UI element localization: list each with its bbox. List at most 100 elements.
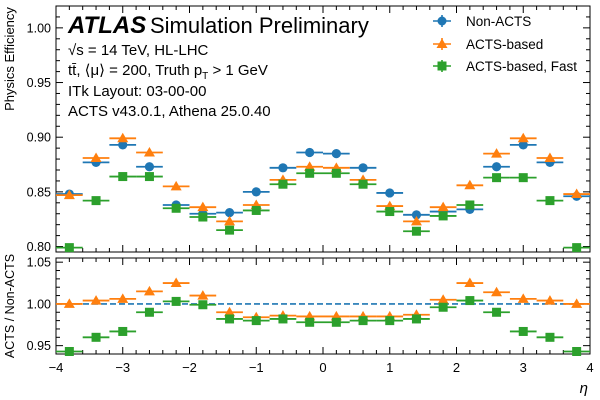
top-acts-based-fast-marker-square: [331, 168, 341, 178]
top-acts-based-fast-marker-square: [144, 172, 154, 182]
ratio-acts-based-fast-marker-square: [91, 332, 101, 342]
x-tick-label: 3: [520, 360, 527, 375]
ratio-acts-based-marker-triangle: [170, 277, 182, 288]
top-non-acts-marker-circle: [491, 162, 502, 172]
legend-marker-circle: [437, 16, 447, 26]
x-tick-label: 2: [453, 360, 460, 375]
sample-label-sub: T: [202, 71, 208, 82]
energy-label: √s = 14 TeV, HL-LHC: [68, 42, 209, 59]
top-non-acts-marker-circle: [224, 208, 235, 218]
legend-entry-acts-based: ACTS-based: [433, 37, 543, 52]
top-acts-based-marker-triangle: [517, 132, 529, 143]
top-y-tick-label: 0.85: [27, 185, 51, 199]
top-acts-based-fast-marker-square: [64, 243, 74, 253]
top-acts-based-fast-marker-square: [91, 196, 101, 206]
legend-entry-non-acts: Non-ACTS: [433, 14, 531, 29]
ratio-ylabel: ACTS / Non-ACTS: [3, 254, 17, 358]
ratio-acts-based-marker-triangle: [197, 290, 209, 300]
ratio-acts-based-fast-marker-square: [385, 316, 395, 326]
top-y-tick-label: 0.90: [27, 131, 51, 145]
ratio-acts-based-marker-triangle: [544, 295, 556, 305]
sample-label: tt̄, ⟨μ⟩ = 200, Truth pT > 1 GeV: [68, 62, 268, 82]
top-acts-based-marker-triangle: [90, 152, 102, 162]
top-panel-ticks: 0.80 0.85 0.90 0.95 1.00: [27, 5, 591, 254]
top-acts-based-marker-triangle: [143, 147, 155, 157]
top-y-tick-label: 0.80: [27, 240, 51, 254]
software-label: ACTS v43.0.1, Athena 25.0.40: [68, 103, 271, 120]
ratio-acts-based-marker-triangle: [517, 293, 529, 303]
ratio-acts-based-marker-triangle: [90, 295, 102, 305]
ratio-acts-based-fast-marker-square: [198, 300, 208, 310]
top-acts-based-fast-marker-square: [411, 226, 421, 236]
ratio-acts-based-fast-marker-square: [465, 296, 475, 306]
top-acts-based-marker-triangle: [437, 201, 449, 212]
top-acts-based-fast-marker-square: [465, 200, 475, 210]
ratio-acts-based-fast-marker-square: [438, 302, 448, 312]
x-tick-label: −1: [249, 360, 264, 375]
ratio-acts-based-marker-triangle: [571, 298, 583, 308]
legend-marker-triangle: [436, 38, 448, 48]
legend-label-acts-fast: ACTS-based, Fast: [466, 59, 577, 74]
ratio-panel-frame: [55, 257, 591, 355]
top-y-tick-label: 0.95: [27, 76, 51, 90]
top-y-tick-label: 1.00: [27, 21, 51, 35]
ratio-acts-based-marker-triangle: [117, 293, 129, 303]
ratio-y-tick-label: 1.05: [27, 256, 51, 270]
ratio-acts-based-fast-marker-square: [144, 307, 154, 317]
top-acts-based-marker-triangle: [544, 152, 556, 162]
ratio-acts-based-marker-triangle: [491, 286, 503, 297]
top-ylabel: Physics Efficiency: [2, 7, 17, 111]
ratio-acts-based-fast-marker-square: [305, 317, 315, 327]
ratio-acts-based-fast-marker-square: [278, 314, 288, 324]
x-axis-label: η: [580, 380, 588, 397]
ratio-acts-based-fast-marker-square: [118, 326, 128, 336]
top-acts-based-fast-marker-square: [385, 207, 395, 217]
top-acts-based-fast-marker-square: [572, 243, 582, 253]
sample-label-cut: > 1 GeV: [208, 62, 268, 79]
top-non-acts-marker-circle: [118, 140, 128, 150]
top-acts-based-marker-triangle: [170, 180, 182, 191]
ratio-acts-based-fast-marker-square: [225, 314, 235, 324]
x-tick-label: −3: [115, 360, 130, 375]
legend-label-acts-based: ACTS-based: [466, 37, 543, 52]
top-acts-based-marker-triangle: [63, 189, 75, 200]
top-non-acts-marker-circle: [251, 187, 261, 197]
ratio-acts-based-fast-marker-square: [251, 316, 261, 326]
top-acts-based-marker-triangle: [117, 132, 129, 143]
top-acts-based-fast-marker-square: [278, 179, 288, 189]
top-acts-based-fast-marker-square: [518, 173, 528, 183]
top-non-acts-marker-circle: [385, 188, 395, 198]
top-panel-marks: [56, 132, 590, 253]
x-tick-label: 0: [319, 360, 326, 375]
top-acts-based-marker-triangle: [224, 215, 236, 226]
top-acts-based-fast-marker-square: [492, 173, 502, 183]
top-acts-based-fast-marker-square: [358, 179, 368, 189]
top-non-acts-marker-circle: [144, 162, 155, 172]
x-tick-label: −4: [49, 360, 64, 375]
ratio-acts-based-marker-triangle: [63, 298, 75, 308]
legend-marker-square: [437, 61, 447, 71]
top-acts-based-marker-triangle: [464, 179, 476, 190]
x-tick-label: 1: [386, 360, 393, 375]
top-acts-based-marker-triangle: [571, 188, 583, 199]
top-acts-based-marker-triangle: [410, 215, 422, 226]
ratio-acts-based-fast-marker-square: [331, 317, 341, 327]
ratio-acts-based-fast-marker-square: [492, 307, 502, 317]
x-tick-label: −2: [182, 360, 197, 375]
ratio-acts-based-fast-marker-square: [171, 296, 181, 306]
top-acts-based-marker-triangle: [491, 148, 503, 158]
top-acts-based-fast-marker-square: [438, 211, 448, 221]
sample-label-main: tt̄, ⟨μ⟩ = 200, Truth p: [68, 62, 202, 79]
top-acts-based-fast-marker-square: [251, 205, 261, 215]
top-acts-based-marker-triangle: [304, 161, 316, 171]
ratio-panel-ticks: −4 −3 −2 −1 0 1 2 3 4 0.95 1.00 1.05: [27, 256, 594, 375]
legend: Non-ACTS ACTS-based ACTS-based, Fast: [433, 14, 577, 74]
ratio-acts-based-fast-marker-square: [358, 316, 368, 326]
legend-label-non-acts: Non-ACTS: [466, 14, 531, 29]
ratio-acts-based-marker-triangle: [464, 277, 476, 288]
top-acts-based-fast-marker-square: [198, 212, 208, 222]
ratio-acts-based-fast-marker-square: [545, 332, 555, 342]
x-tick-label: 4: [586, 360, 593, 375]
ratio-acts-based-fast-marker-square: [518, 326, 528, 336]
top-non-acts-marker-circle: [358, 163, 368, 173]
